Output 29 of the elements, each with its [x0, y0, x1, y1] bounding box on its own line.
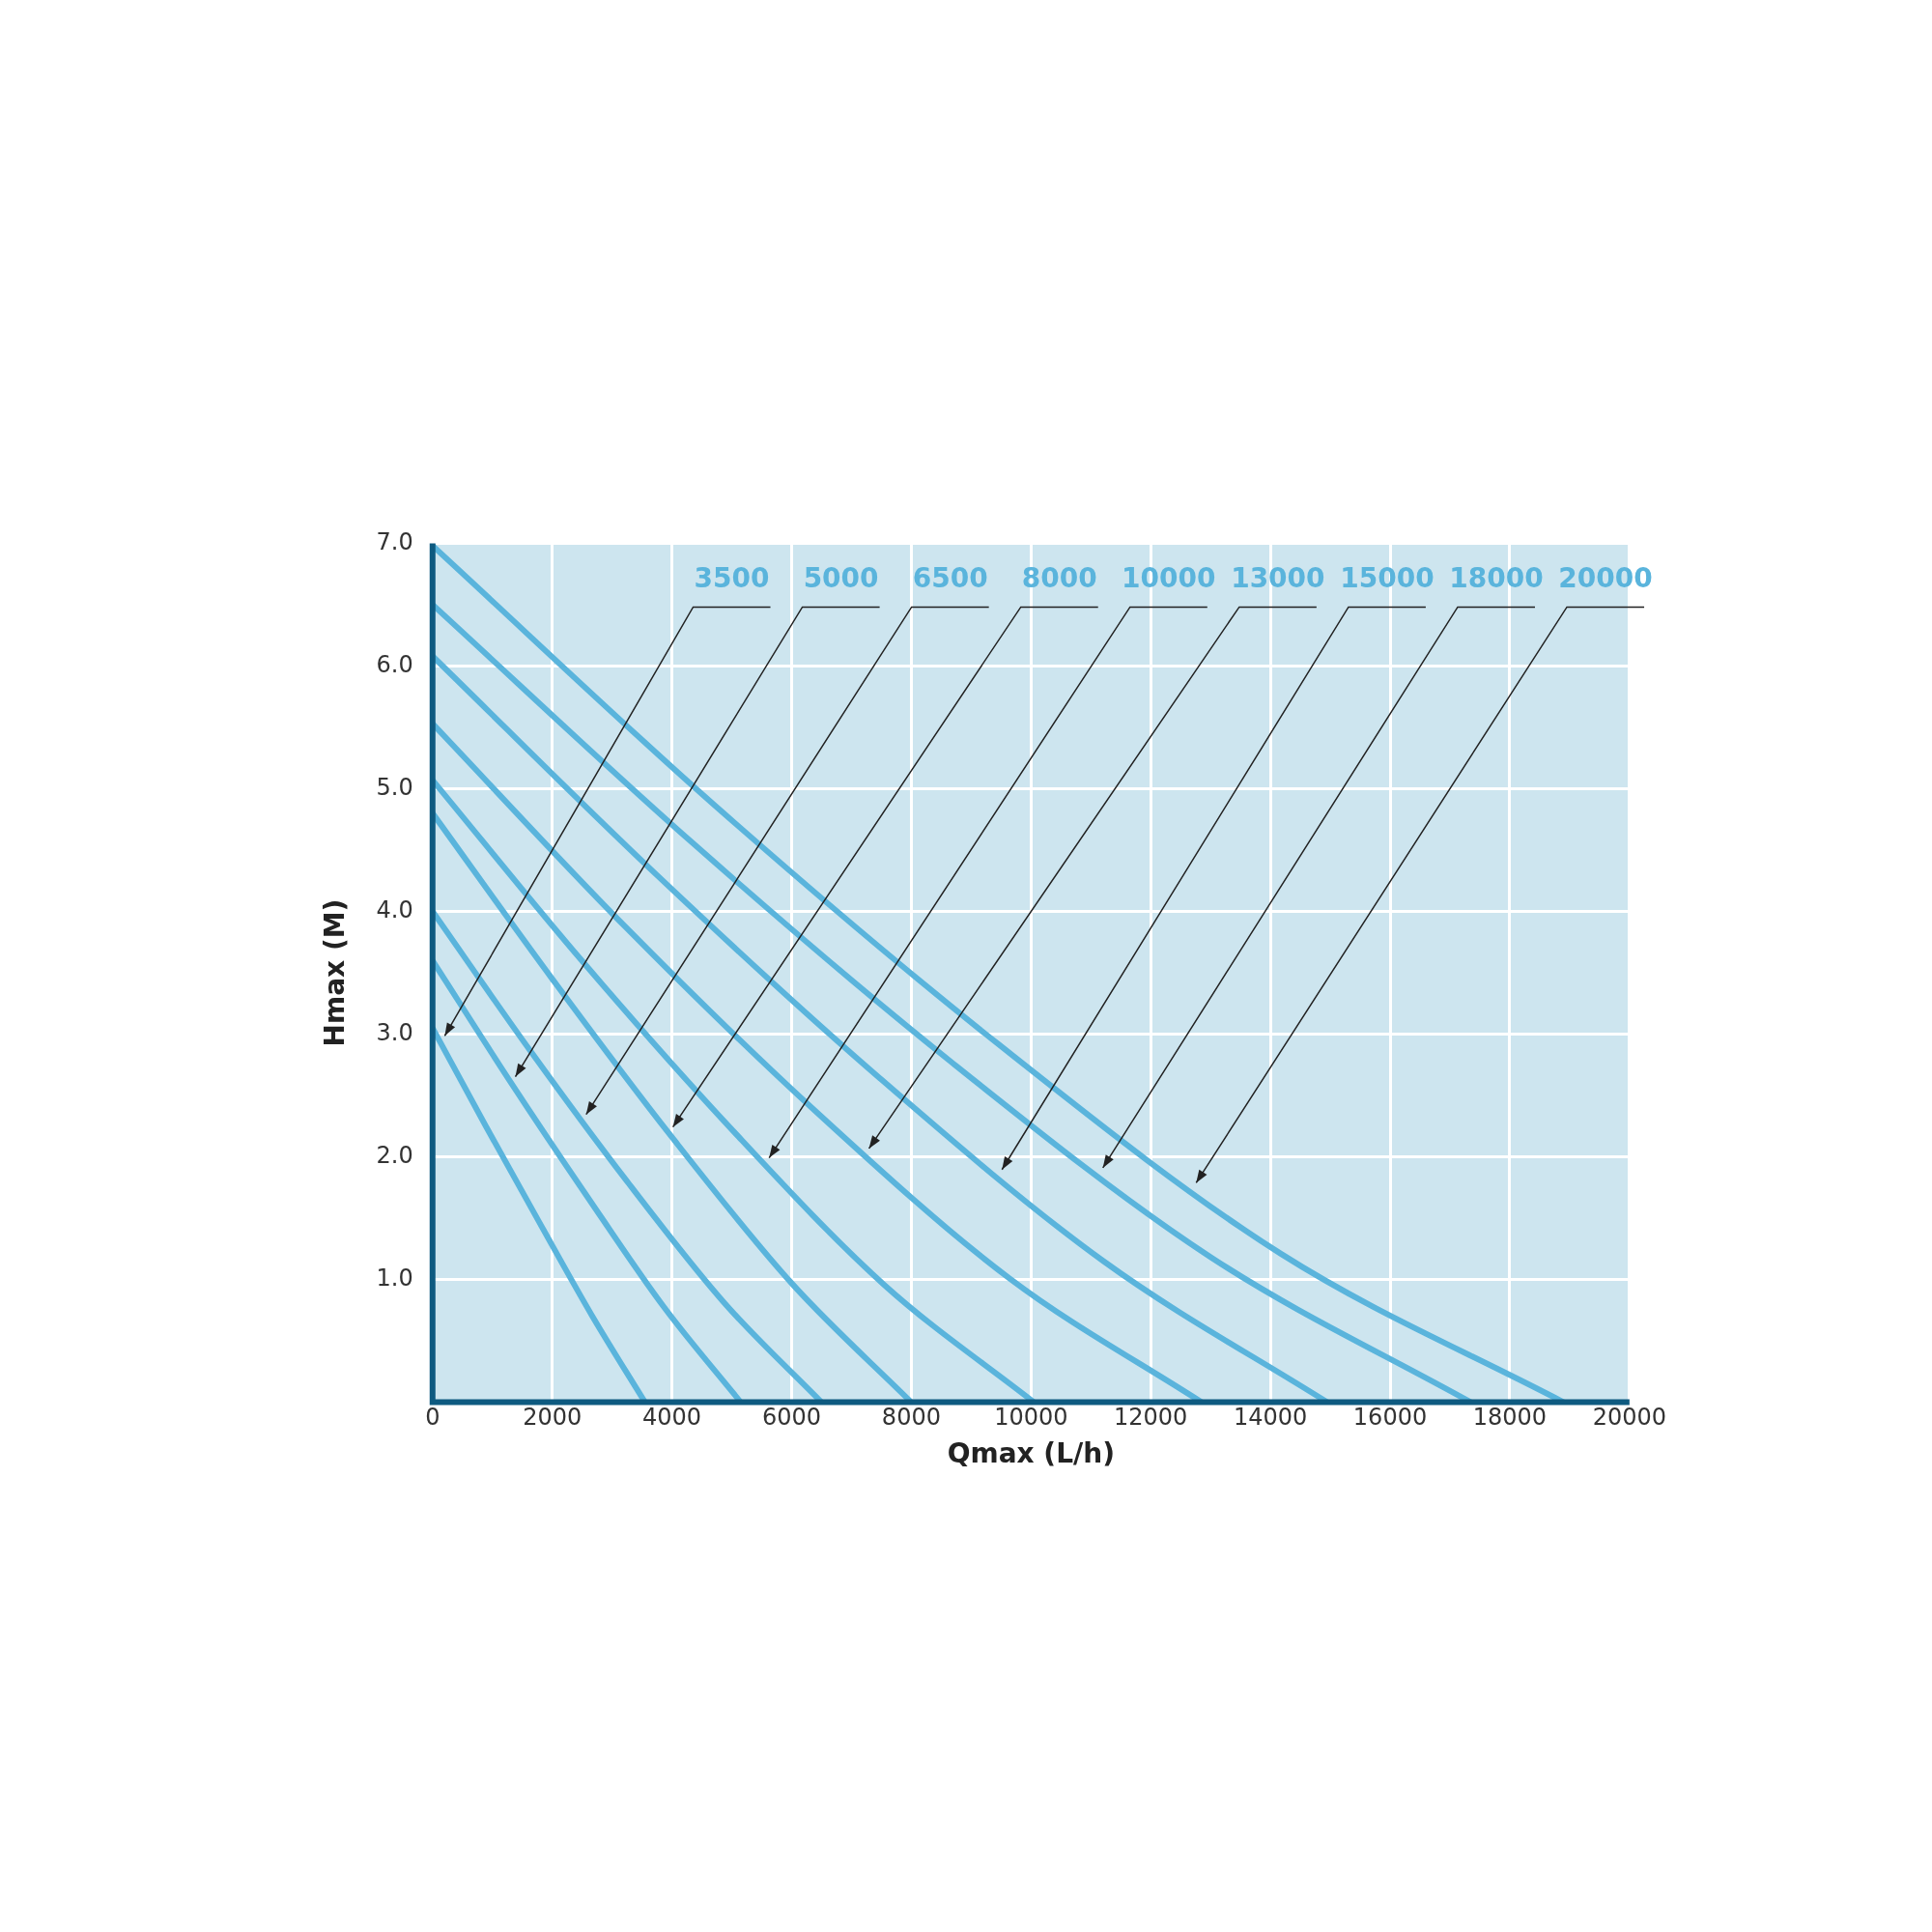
text: 15000 — [1340, 561, 1435, 594]
text: 6500 — [912, 561, 988, 594]
x-tick-label: 14000 — [1233, 1404, 1308, 1432]
x-tick-label: 16000 — [1352, 1404, 1428, 1432]
y-axis-title: Hmax (M) — [319, 898, 352, 1047]
x-tick-label: 18000 — [1472, 1404, 1548, 1432]
text: 20000 — [1558, 561, 1653, 594]
x-axis-title: Qmax (L/h) — [947, 1437, 1115, 1470]
x-tick-label: 2000 — [523, 1404, 582, 1432]
text: 3500 — [694, 561, 770, 594]
y-tick-label: 4.0 — [376, 895, 413, 923]
x-tick-label: 6000 — [761, 1404, 822, 1432]
y-tick-label: 6.0 — [376, 650, 413, 678]
y-tick-label: 3.0 — [376, 1018, 413, 1046]
x-tick-label: 0 — [425, 1404, 440, 1432]
y-tick-label: 1.0 — [376, 1264, 413, 1292]
text: 5000 — [803, 561, 879, 594]
text: 8000 — [1021, 561, 1097, 594]
y-tick-label: 5.0 — [376, 773, 413, 801]
y-tick-label: 2.0 — [376, 1141, 413, 1169]
x-tick-label: 12000 — [1114, 1404, 1188, 1432]
x-tick-label: 20000 — [1592, 1404, 1667, 1432]
text: 10000 — [1122, 561, 1216, 594]
x-tick-label: 8000 — [881, 1404, 941, 1432]
y-tick-label: 7.0 — [376, 527, 413, 555]
text: 18000 — [1449, 561, 1544, 594]
x-tick-label: 10000 — [994, 1404, 1068, 1432]
text: 13000 — [1231, 561, 1325, 594]
x-tick-label: 4000 — [642, 1404, 702, 1432]
